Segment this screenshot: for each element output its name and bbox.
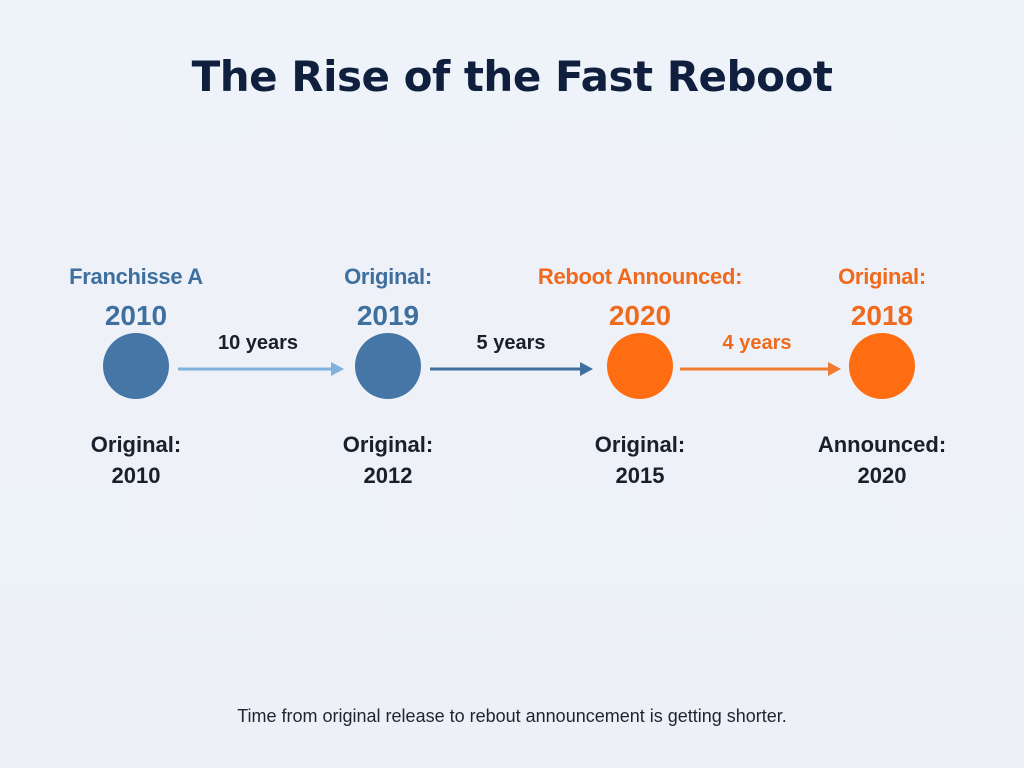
node-4-bottom-line-1: Announced: bbox=[817, 432, 947, 457]
node-3-circle bbox=[607, 333, 673, 399]
gap-1-arrow-head bbox=[331, 362, 344, 376]
gap-3-arrow bbox=[680, 362, 841, 376]
node-2-year: 2019 bbox=[356, 300, 420, 331]
node-3-bottom-line-1: Original: bbox=[594, 432, 686, 457]
gap-1-label: 10 years bbox=[217, 332, 299, 354]
node-2-bottom-line-2: 2012 bbox=[363, 463, 413, 488]
node-1-circle bbox=[103, 333, 169, 399]
node-4-bottom-label: Announced: 2020 bbox=[752, 429, 1012, 491]
node-4-circle bbox=[849, 333, 915, 399]
node-4-bottom-line-2: 2020 bbox=[857, 463, 907, 488]
node-2-bottom-line-1: Original: bbox=[342, 432, 434, 457]
node-3-top-label: Reboot Announced: bbox=[537, 264, 743, 289]
node-4-top-label: Original: bbox=[838, 264, 926, 289]
node-4-year: 2018 bbox=[850, 300, 914, 331]
gap-1-arrow bbox=[178, 362, 344, 376]
gap-2-arrow bbox=[430, 362, 593, 376]
node-2-bottom-label: Original: 2012 bbox=[258, 429, 518, 491]
node-1-top-label: Franchisse A bbox=[69, 264, 203, 289]
footer-caption: Time from original release to rebout ann… bbox=[237, 706, 787, 726]
node-1-bottom-line-2: 2010 bbox=[111, 463, 161, 488]
node-1-bottom-line-1: Original: bbox=[90, 432, 182, 457]
node-1-year: 2010 bbox=[104, 300, 168, 331]
node-3-year: 2020 bbox=[608, 300, 672, 331]
timeline-node-3: Reboot Announced: 2020 Original: 2015 bbox=[510, 264, 770, 494]
diagram-title: The Rise of the Fast Reboot bbox=[191, 52, 833, 101]
timeline-node-4: Original: 2018 Announced: 2020 bbox=[752, 264, 1012, 494]
node-1-bottom-label: Original: 2010 bbox=[6, 429, 266, 491]
node-2-circle bbox=[355, 333, 421, 399]
gap-3-label: 4 years bbox=[722, 332, 792, 354]
node-2-top-label: Original: bbox=[344, 264, 432, 289]
node-3-bottom-label: Original: 2015 bbox=[510, 429, 770, 491]
node-3-bottom-line-2: 2015 bbox=[615, 463, 665, 488]
timeline-node-2: Original: 2019 Original: 2012 bbox=[258, 264, 518, 494]
gap-2-label: 5 years bbox=[476, 332, 546, 354]
gap-2-arrow-head bbox=[580, 362, 593, 376]
timeline-node-1: Franchisse A 2010 Original: 2010 bbox=[6, 264, 266, 494]
gap-3-arrow-head bbox=[828, 362, 841, 376]
